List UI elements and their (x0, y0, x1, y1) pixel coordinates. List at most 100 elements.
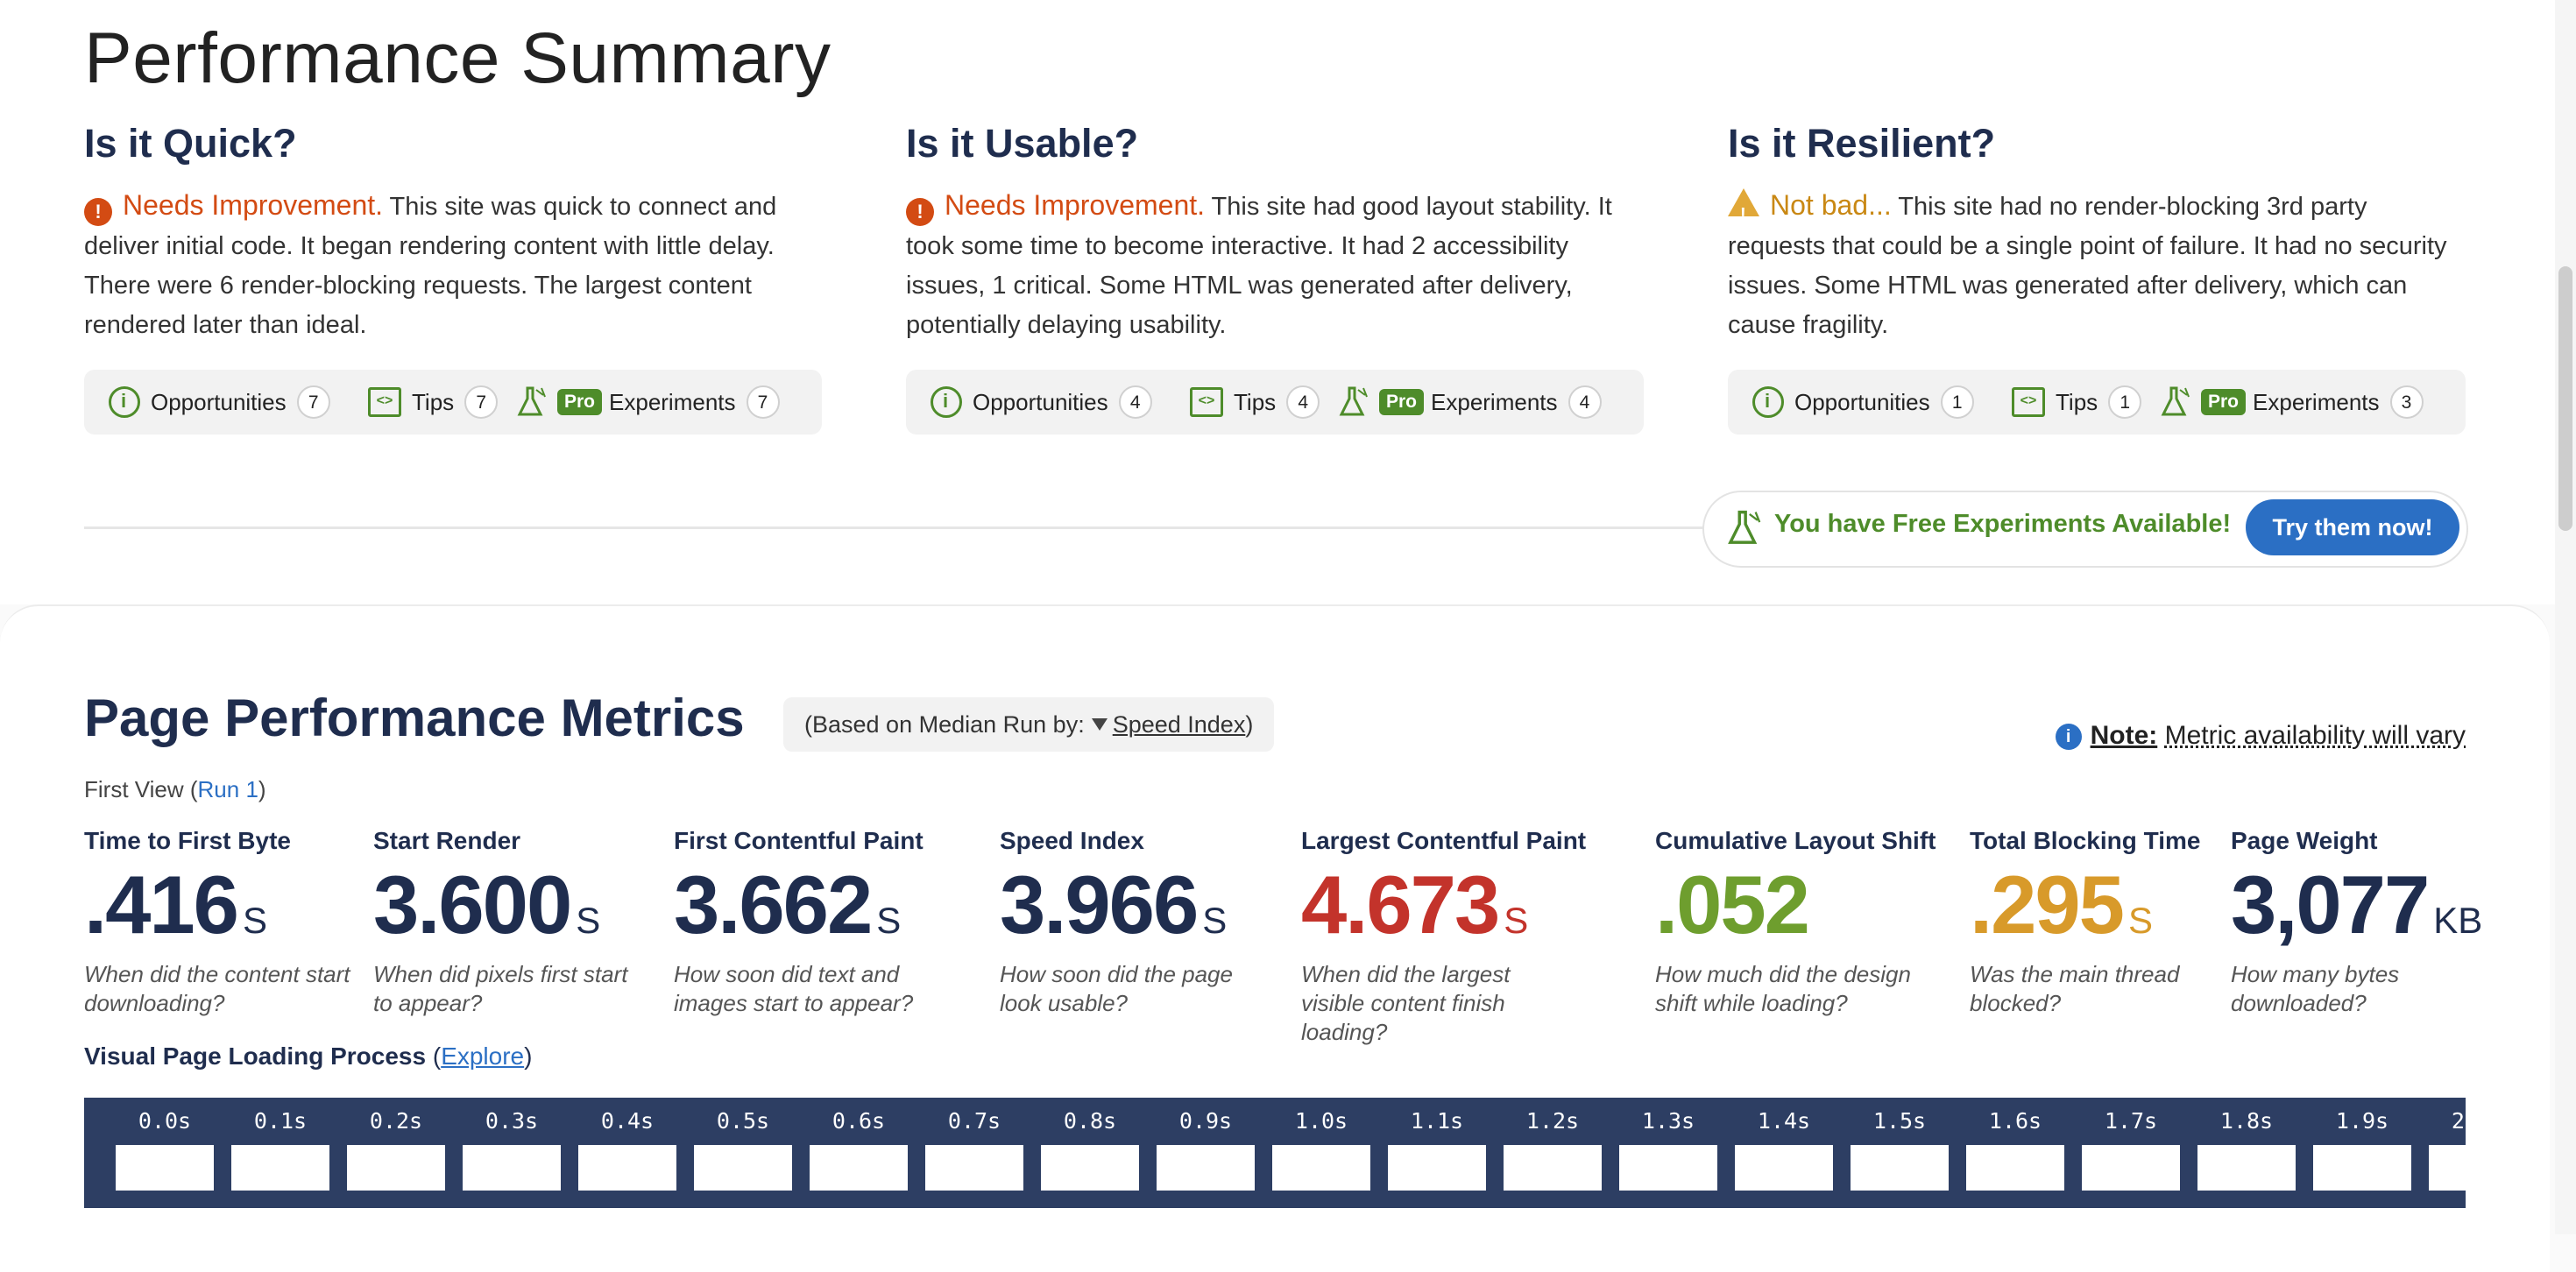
page-title: Performance Summary (84, 18, 832, 98)
visual-loading-title: Visual Page Loading Process (Explore) (84, 1042, 532, 1071)
try-them-now-button[interactable]: Try them now! (2246, 499, 2459, 555)
filmstrip-frame[interactable]: 2.0s (2429, 1098, 2466, 1191)
frame-thumbnail[interactable] (810, 1145, 908, 1191)
usable-tips-link[interactable]: <> Tips 4 (1190, 370, 1320, 435)
frame-time: 1.9s (2335, 1108, 2389, 1134)
filmstrip-frame[interactable]: 0.4s (578, 1098, 676, 1191)
metric-number: 3,077 (2231, 859, 2430, 950)
filmstrip-frame[interactable]: 1.1s (1388, 1098, 1486, 1191)
resilient-heading: Is it Resilient? (1728, 121, 1996, 166)
filmstrip-frame[interactable]: 0.1s (231, 1098, 329, 1191)
filmstrip-frame[interactable]: 0.7s (925, 1098, 1023, 1191)
frame-thumbnail[interactable] (1966, 1145, 2064, 1191)
opportunities-label: Opportunities (973, 388, 1108, 415)
visual-loading-label: Visual Page Loading Process (84, 1042, 427, 1070)
frame-thumbnail[interactable] (116, 1145, 214, 1191)
frame-thumbnail[interactable] (2313, 1145, 2411, 1191)
metric-label: Start Render (373, 827, 521, 854)
explore-link[interactable]: Explore (441, 1042, 525, 1070)
metric-value: .295 S (1970, 864, 2200, 946)
frame-thumbnail[interactable] (1157, 1145, 1255, 1191)
median-metric-link[interactable]: Speed Index (1112, 711, 1246, 738)
frame-thumbnail[interactable] (347, 1145, 445, 1191)
filmstrip-frame[interactable]: 0.3s (463, 1098, 561, 1191)
filmstrip-frame[interactable]: 1.2s (1504, 1098, 1602, 1191)
quick-heading: Is it Quick? (84, 121, 297, 166)
filmstrip-frame[interactable]: 0.6s (810, 1098, 908, 1191)
experiments-label: Experiments (609, 388, 736, 415)
frame-time: 1.4s (1757, 1108, 1811, 1134)
frame-thumbnail[interactable] (2429, 1145, 2466, 1191)
frame-thumbnail[interactable] (1041, 1145, 1139, 1191)
resilient-experiments-link[interactable]: Pro Experiments 3 (2161, 370, 2424, 435)
filmstrip-frame[interactable]: 0.2s (347, 1098, 445, 1191)
filmstrip[interactable]: 0.0s 0.1s 0.2s 0.3s 0.4s 0.5s 0.6s 0.7s 0.8s 0.9s… (84, 1098, 2466, 1208)
first-view-suffix: ) (258, 776, 266, 802)
usable-experiments-link[interactable]: Pro Experiments 4 (1339, 370, 1602, 435)
frame-thumbnail[interactable] (1504, 1145, 1602, 1191)
filmstrip-frame[interactable]: 0.8s (1041, 1098, 1139, 1191)
metric-number: 3.600 (373, 859, 572, 950)
filmstrip-frame[interactable]: 1.9s (2313, 1098, 2411, 1191)
resilient-tips-link[interactable]: <> Tips 1 (2012, 370, 2142, 435)
tips-label: Tips (412, 388, 455, 415)
flask-icon (1728, 510, 1761, 544)
filmstrip-frame[interactable]: 1.7s (2082, 1098, 2180, 1191)
pro-badge: Pro (557, 389, 603, 415)
experiments-label: Experiments (2253, 388, 2380, 415)
frame-thumbnail[interactable] (1272, 1145, 1370, 1191)
metric-label: Largest Contentful Paint (1301, 827, 1587, 854)
usable-text: This site had good layout stability. It … (906, 193, 1612, 339)
filmstrip-frame[interactable]: 1.6s (1966, 1098, 2064, 1191)
metric-description: How many bytes downloaded? (2231, 961, 2400, 1016)
code-tips-icon: <> (368, 387, 401, 417)
metric-cls: Cumulative Layout Shift .052 How much di… (1655, 827, 1936, 1018)
scrollbar-thumb[interactable] (2558, 266, 2572, 531)
metric-description: When did the largest visible content fin… (1301, 961, 1511, 1045)
frame-thumbnail[interactable] (2082, 1145, 2180, 1191)
quick-text: This site was quick to connect and deliv… (84, 193, 777, 339)
frame-time: 0.6s (832, 1108, 886, 1134)
usable-column: Is it Usable? ! Needs Improvement. This s… (906, 121, 1644, 345)
experiments-count: 3 (2389, 385, 2424, 419)
metric-value: 3,077 KB (2231, 864, 2482, 946)
page-scrollbar[interactable] (2555, 0, 2576, 1234)
frame-time: 0.1s (253, 1108, 308, 1134)
metric-availability-note[interactable]: i Note: Metric availability will vary (2055, 721, 2466, 751)
filmstrip-frame[interactable]: 0.9s (1157, 1098, 1255, 1191)
opportunities-label: Opportunities (151, 388, 287, 415)
frame-time: 0.4s (600, 1108, 655, 1134)
filmstrip-frame[interactable]: 1.3s (1619, 1098, 1717, 1191)
frame-thumbnail[interactable] (1388, 1145, 1486, 1191)
frame-thumbnail[interactable] (925, 1145, 1023, 1191)
explore-open: ( (426, 1042, 442, 1070)
filmstrip-frame[interactable]: 1.5s (1851, 1098, 1949, 1191)
run-1-link[interactable]: Run 1 (197, 776, 258, 802)
quick-opportunities-link[interactable]: Opportunities 7 (109, 370, 330, 435)
frame-time: 1.7s (2104, 1108, 2158, 1134)
median-prefix: (Based on Median Run by: (804, 711, 1085, 738)
frame-thumbnail[interactable] (578, 1145, 676, 1191)
frame-thumbnail[interactable] (1851, 1145, 1949, 1191)
frame-thumbnail[interactable] (463, 1145, 561, 1191)
frame-thumbnail[interactable] (231, 1145, 329, 1191)
quick-experiments-link[interactable]: Pro Experiments 7 (517, 370, 780, 435)
frame-thumbnail[interactable] (2197, 1145, 2296, 1191)
frame-thumbnail[interactable] (694, 1145, 792, 1191)
usable-status: Needs Improvement. (945, 189, 1206, 221)
filmstrip-frame[interactable]: 1.4s (1735, 1098, 1833, 1191)
filmstrip-frame[interactable]: 1.8s (2197, 1098, 2296, 1191)
experiments-count: 4 (1568, 385, 1602, 419)
frame-time: 2.0s (2451, 1108, 2466, 1134)
median-run-selector[interactable]: (Based on Median Run by: Speed Index) (783, 697, 1275, 752)
frame-thumbnail[interactable] (1735, 1145, 1833, 1191)
resilient-opportunities-link[interactable]: Opportunities 1 (1752, 370, 1974, 435)
quick-tips-link[interactable]: <> Tips 7 (368, 370, 499, 435)
tips-count: 1 (2108, 385, 2142, 419)
frame-thumbnail[interactable] (1619, 1145, 1717, 1191)
filmstrip-frame[interactable]: 1.0s (1272, 1098, 1370, 1191)
usable-opportunities-link[interactable]: Opportunities 4 (931, 370, 1152, 435)
median-suffix: ) (1245, 711, 1254, 738)
filmstrip-frame[interactable]: 0.0s (116, 1098, 214, 1191)
filmstrip-frame[interactable]: 0.5s (694, 1098, 792, 1191)
